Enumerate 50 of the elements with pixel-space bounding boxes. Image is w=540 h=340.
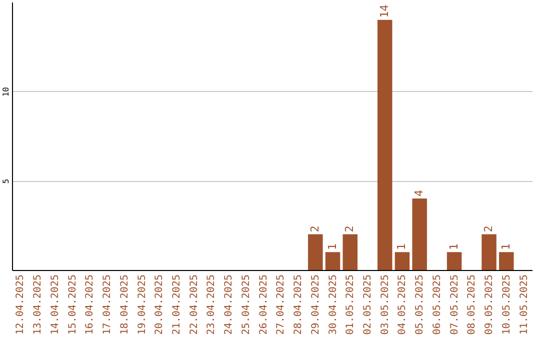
x-tick-label: 02.05.2025 — [362, 274, 374, 335]
data-label: 1 — [499, 244, 512, 250]
x-tick-label: 27.04.2025 — [276, 274, 287, 335]
x-tick-label: 20.04.2025 — [154, 274, 166, 335]
x-tick-label: 26.04.2025 — [258, 274, 270, 335]
data-label: 2 — [308, 226, 322, 232]
x-tick-label: 21.04.2025 — [172, 274, 183, 335]
x-tick-label: 16.04.2025 — [84, 274, 96, 335]
bar — [308, 234, 323, 270]
x-tick-label: 19.04.2025 — [136, 274, 148, 335]
y-tick-label: 10 — [2, 86, 10, 97]
x-tick-label: 29.04.2025 — [310, 274, 322, 335]
data-label: 2 — [343, 226, 356, 232]
x-tick-label: 04.05.2025 — [397, 274, 408, 335]
bar — [377, 20, 392, 270]
data-label: 1 — [326, 244, 339, 250]
x-tick-label: 10.05.2025 — [501, 274, 512, 335]
y-tick-label: 5 — [2, 178, 10, 184]
x-tick-label: 01.05.2025 — [345, 274, 356, 335]
x-tick-label: 18.04.2025 — [119, 274, 130, 335]
x-tick-label: 30.04.2025 — [328, 274, 339, 335]
x-tick-label: 08.05.2025 — [466, 274, 478, 335]
bar — [446, 252, 462, 270]
x-tick-label: 23.04.2025 — [206, 274, 218, 335]
data-label: 2 — [482, 226, 496, 232]
x-tick-label: 13.04.2025 — [32, 274, 44, 335]
data-label: 4 — [412, 190, 426, 197]
x-tick-label: 03.05.2025 — [380, 274, 391, 335]
data-label: 14 — [378, 4, 391, 18]
bar — [412, 198, 427, 270]
x-tick-label: 25.04.2025 — [240, 274, 252, 335]
data-label: 1 — [447, 244, 460, 250]
x-tick-label: 15.04.2025 — [67, 274, 78, 335]
bar — [482, 234, 496, 270]
x-tick-label: 17.04.2025 — [102, 274, 114, 335]
x-tick-label: 06.05.2025 — [432, 274, 443, 335]
x-tick-label: 11.05.2025 — [518, 274, 530, 335]
x-tick-label: 12.04.2025 — [15, 274, 26, 335]
bar — [325, 252, 340, 270]
x-tick-label: 09.05.2025 — [484, 274, 496, 335]
x-tick-label: 24.04.2025 — [224, 274, 235, 335]
x-tick-label: 05.05.2025 — [414, 274, 426, 335]
x-tick-label: 28.04.2025 — [293, 274, 304, 335]
x-tick-label: 07.05.2025 — [449, 274, 460, 335]
bar — [499, 252, 514, 270]
data-label: 1 — [395, 244, 408, 250]
x-tick-label: 14.04.2025 — [50, 274, 61, 335]
bar — [342, 234, 358, 270]
x-tick-label: 22.04.2025 — [188, 274, 200, 335]
bar — [394, 252, 410, 270]
